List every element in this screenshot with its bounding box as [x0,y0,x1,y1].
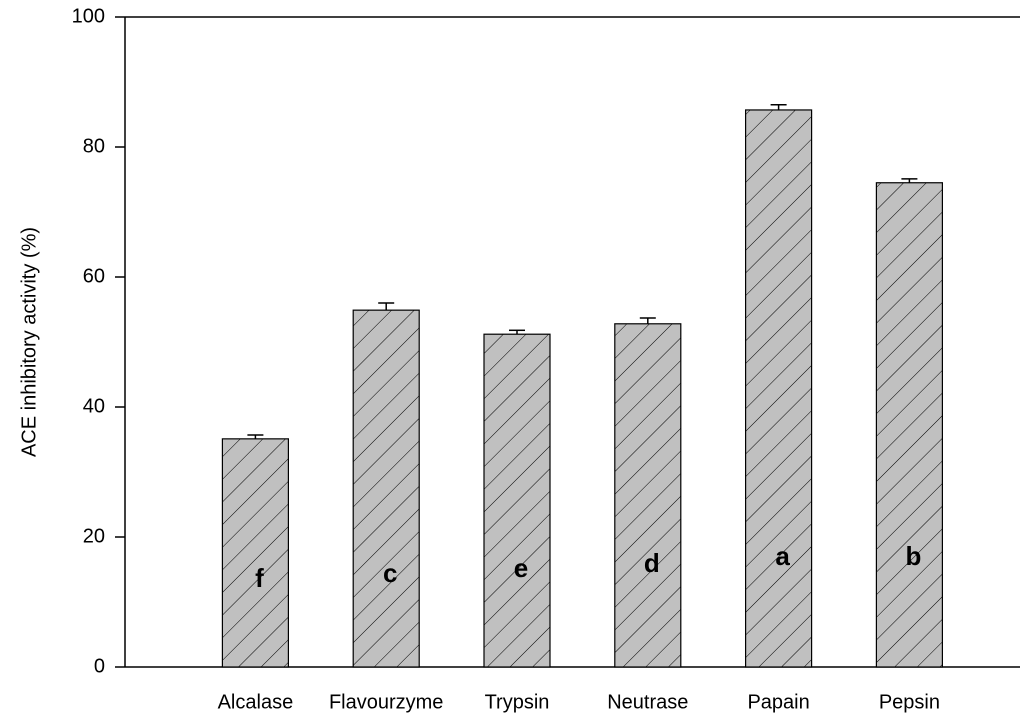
y-tick-label: 60 [83,265,105,287]
bar [221,438,289,668]
significance-letter: e [514,553,528,583]
bar [352,309,420,668]
bar [483,333,551,668]
significance-letter: b [905,541,921,571]
x-tick-label: Papain [747,691,809,713]
y-tick-label: 0 [94,655,105,677]
significance-letter: f [255,563,264,593]
bar [744,109,813,668]
x-tick-label: Alcalase [218,691,294,713]
bar [875,182,944,668]
y-tick-label: 40 [83,395,105,417]
y-tick-label: 100 [72,5,105,27]
significance-letter: a [775,541,790,571]
significance-letter: d [644,548,660,578]
x-tick-label: Pepsin [879,691,940,713]
bar [614,323,682,668]
y-tick-label: 20 [83,525,105,547]
y-tick-label: 80 [83,135,105,157]
significance-letter: c [383,558,397,588]
y-axis-label: ACE inhibitory activity (%) [18,227,40,457]
x-tick-label: Flavourzyme [329,691,443,713]
x-tick-label: Neutrase [607,691,688,713]
x-tick-label: Trypsin [485,691,550,713]
